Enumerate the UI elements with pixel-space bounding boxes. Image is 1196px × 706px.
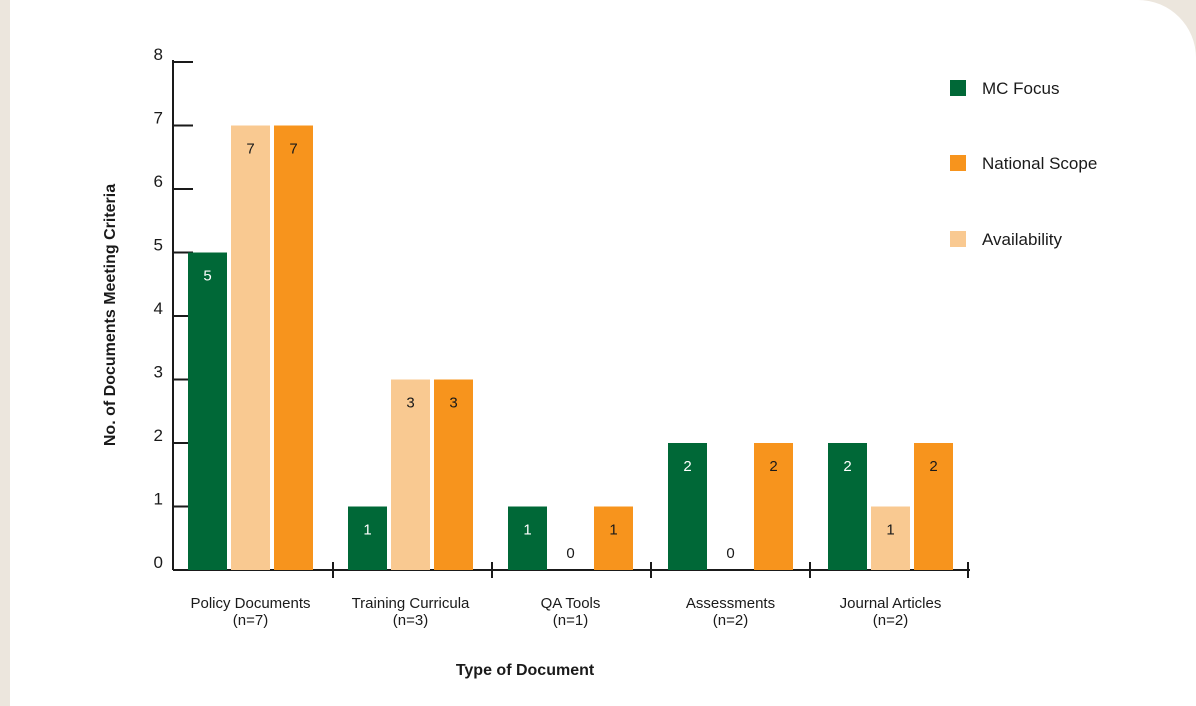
y-axis-title: No. of Documents Meeting Criteria — [102, 184, 119, 446]
x-tick-label: (n=1) — [553, 612, 588, 629]
bars-group: 5 7 7 1 3 3 1 0 1 2 0 2 2 1 2 — [188, 125, 953, 570]
bar-availability-training-curricula — [391, 379, 430, 570]
data-label: 7 — [289, 141, 297, 158]
bar-national-scope-journal-articles — [914, 443, 953, 570]
y-tick-label: 3 — [154, 363, 163, 382]
bar-national-scope-qa-tools — [594, 506, 633, 570]
y-axis: 0 1 2 3 4 5 6 7 8 — [154, 45, 193, 572]
legend-label-national-scope: National Scope — [982, 154, 1097, 173]
y-tick-label: 1 — [154, 490, 163, 509]
x-tick-label: (n=2) — [713, 612, 748, 629]
data-label: 3 — [406, 395, 414, 412]
y-tick-label: 0 — [154, 553, 163, 572]
legend-swatch-mc-focus — [950, 80, 966, 96]
legend-swatch-availability — [950, 231, 966, 247]
data-label: 0 — [566, 545, 574, 562]
y-tick-label: 2 — [154, 426, 163, 445]
data-label: 2 — [683, 458, 691, 475]
bar-mc-focus-assessments — [668, 443, 707, 570]
bar-availability-journal-articles — [871, 506, 910, 570]
data-label: 0 — [726, 545, 734, 562]
bar-national-scope-training-curricula — [434, 379, 473, 570]
x-tick-label: QA Tools — [541, 595, 601, 612]
x-tick-label: (n=2) — [873, 612, 908, 629]
bar-mc-focus-journal-articles — [828, 443, 867, 570]
bar-mc-focus-training-curricula — [348, 506, 387, 570]
bar-chart: 0 1 2 3 4 5 6 7 8 Policy Documents(n=7) Training … — [102, 45, 1097, 679]
bar-national-scope-policy-documents — [274, 125, 313, 570]
data-label: 5 — [203, 268, 211, 285]
y-tick-label: 6 — [154, 172, 163, 191]
bar-mc-focus-policy-documents — [188, 252, 227, 570]
data-label: 1 — [609, 522, 617, 539]
x-tick-label: Journal Articles — [840, 595, 942, 612]
bar-national-scope-assessments — [754, 443, 793, 570]
x-axis-title: Type of Document — [456, 662, 595, 679]
data-label: 1 — [363, 522, 371, 539]
data-label: 2 — [769, 458, 777, 475]
data-label: 7 — [246, 141, 254, 158]
y-tick-label: 7 — [154, 109, 163, 128]
x-tick-label: Policy Documents — [190, 595, 310, 612]
y-tick-label: 4 — [154, 299, 163, 318]
data-label: 1 — [886, 522, 894, 539]
legend-label-availability: Availability — [982, 230, 1063, 249]
legend-label-mc-focus: MC Focus — [982, 79, 1059, 98]
data-label: 3 — [449, 395, 457, 412]
legend-swatch-national-scope — [950, 155, 966, 171]
bar-mc-focus-qa-tools — [508, 506, 547, 570]
x-tick-label: (n=3) — [393, 612, 428, 629]
y-tick-label: 5 — [154, 236, 163, 255]
legend: MC Focus National Scope Availability — [950, 79, 1097, 249]
x-tick-label: (n=7) — [233, 612, 268, 629]
x-tick-label: Assessments — [686, 595, 775, 612]
chart-card: 0 1 2 3 4 5 6 7 8 Policy Documents (n=7) Training … — [10, 0, 1196, 706]
data-label: 2 — [843, 458, 851, 475]
data-label: 2 — [929, 458, 937, 475]
x-tick-label: Training Curricula — [352, 595, 470, 612]
data-label: 1 — [523, 522, 531, 539]
bar-availability-policy-documents — [231, 125, 270, 570]
y-tick-label: 8 — [154, 45, 163, 64]
x-axis: Policy Documents(n=7)Training Curricula(… — [173, 562, 970, 629]
